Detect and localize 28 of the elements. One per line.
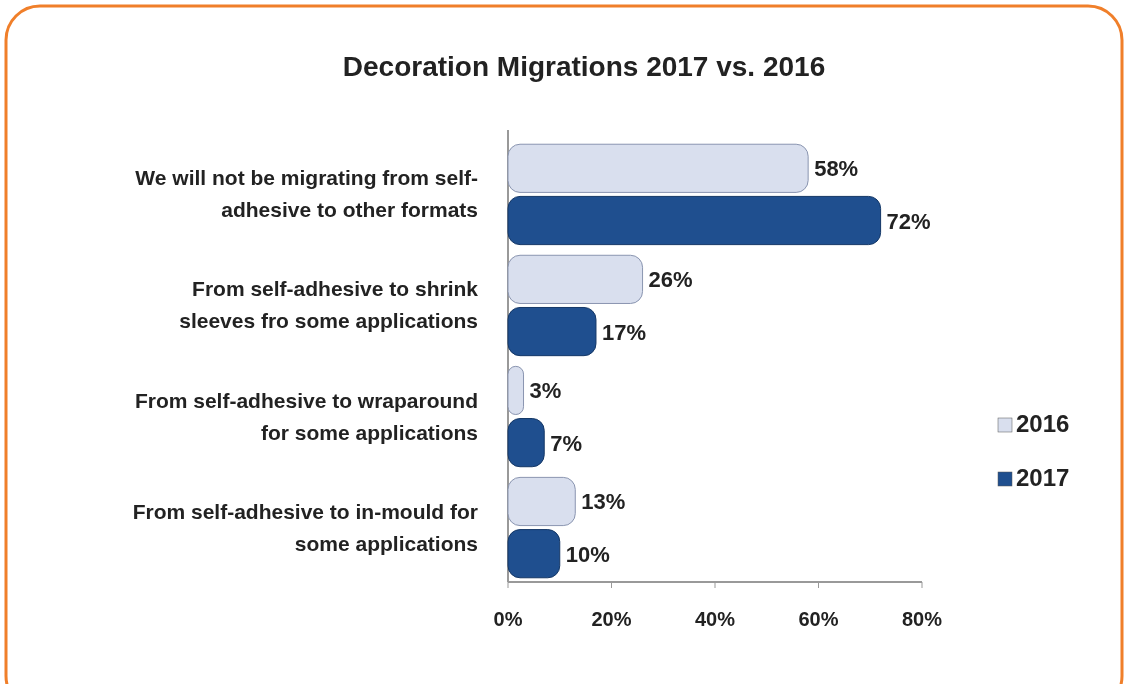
y-tick-label: We will not be migrating from self-adhesive to other formats [135,166,478,222]
x-tick-label: 0% [493,608,523,630]
y-tick-label: From self-adhesive to wraparound for some applications [134,388,478,444]
data-label: 3% [529,378,562,404]
data-label: 7% [550,430,583,456]
bar [507,254,644,304]
x-tick-label: 40% [694,608,736,630]
y-tick-label: From self-adhesive to shrink sleeves fro some applications [179,277,479,333]
data-label: 26% [648,267,693,293]
data-label: 72% [886,208,931,234]
bar [507,418,545,468]
bar [507,143,809,193]
data-label: 13% [581,489,626,515]
x-tick-label: 20% [591,608,632,630]
x-tick-label: 80% [901,608,943,630]
data-label: 17% [601,319,647,345]
bar [507,365,525,416]
chart-title: Decoration Migrations 2017 vs. 2016 [342,51,826,82]
bar [507,529,561,579]
bar [507,195,882,246]
legend-label: 2017 [1016,464,1070,491]
data-label: 58% [814,156,859,182]
y-tick-label: From self-adhesive to in-mould for some applications [132,499,478,555]
data-label: 10% [565,541,610,567]
bar [507,476,576,527]
legend-label: 2016 [1016,410,1070,437]
x-tick-label: 60% [798,608,839,630]
bar [507,306,597,357]
